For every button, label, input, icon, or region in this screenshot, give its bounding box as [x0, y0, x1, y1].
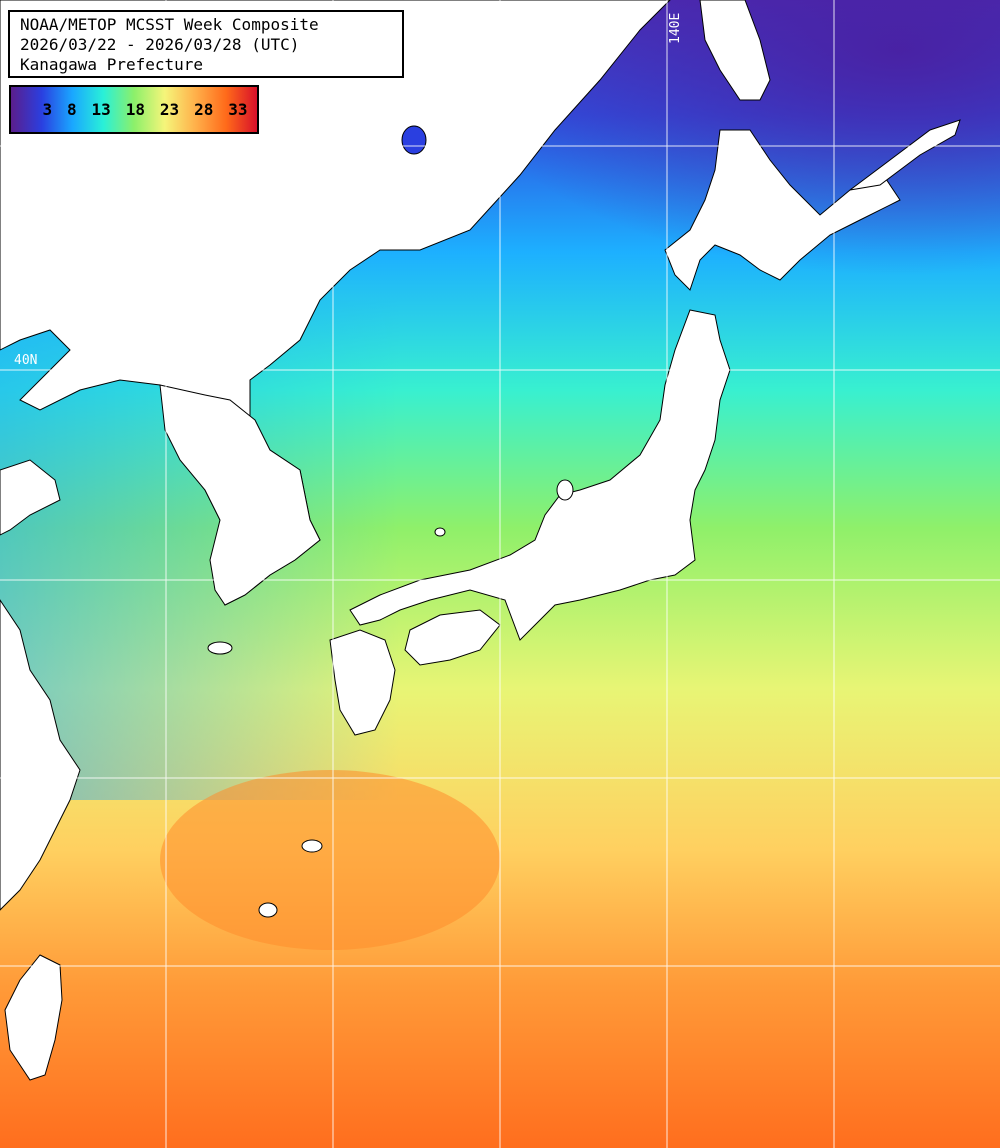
china-coast — [0, 459, 61, 536]
title-line-dates: 2026/03/22 - 2026/03/28 (UTC) — [20, 35, 300, 54]
colorbar-tick: 13 — [91, 100, 111, 119]
colorbar-tick: 23 — [159, 100, 180, 119]
china-southeast-coast — [0, 599, 81, 911]
title-line-region: Kanagawa Prefecture — [20, 55, 204, 74]
colorbar-tick: 18 — [125, 100, 145, 119]
longitude-label-140e: 140E — [668, 12, 683, 44]
latitude-label-40n: 40N — [14, 353, 38, 368]
kyushu — [329, 629, 396, 736]
colorbar-tick: 28 — [194, 100, 214, 119]
jeju-island — [207, 641, 233, 655]
taiwan — [4, 954, 63, 1081]
shikoku — [404, 609, 501, 666]
sakhalin — [699, 0, 771, 101]
oki-islands — [434, 527, 446, 537]
honshu — [349, 309, 731, 641]
sado-island — [556, 479, 574, 501]
colorbar-tick: 33 — [228, 100, 248, 119]
korean-peninsula — [159, 384, 321, 606]
hokkaido — [664, 129, 901, 291]
sea-warm-pool — [160, 770, 500, 950]
colorbar-tick: 3 — [42, 100, 53, 119]
kuril-islands — [849, 119, 961, 191]
title-box: NOAA/METOP MCSST Week Composite 2026/03/… — [8, 10, 404, 78]
small-island-1 — [401, 125, 427, 155]
temperature-colorbar: 3 8 13 18 23 28 33 — [9, 85, 259, 134]
land-masses — [0, 0, 961, 1081]
colorbar-tick: 8 — [67, 100, 77, 119]
okinawa-island — [258, 902, 278, 918]
ryukyu-island — [301, 839, 323, 853]
title-line-product: NOAA/METOP MCSST Week Composite — [20, 15, 319, 34]
